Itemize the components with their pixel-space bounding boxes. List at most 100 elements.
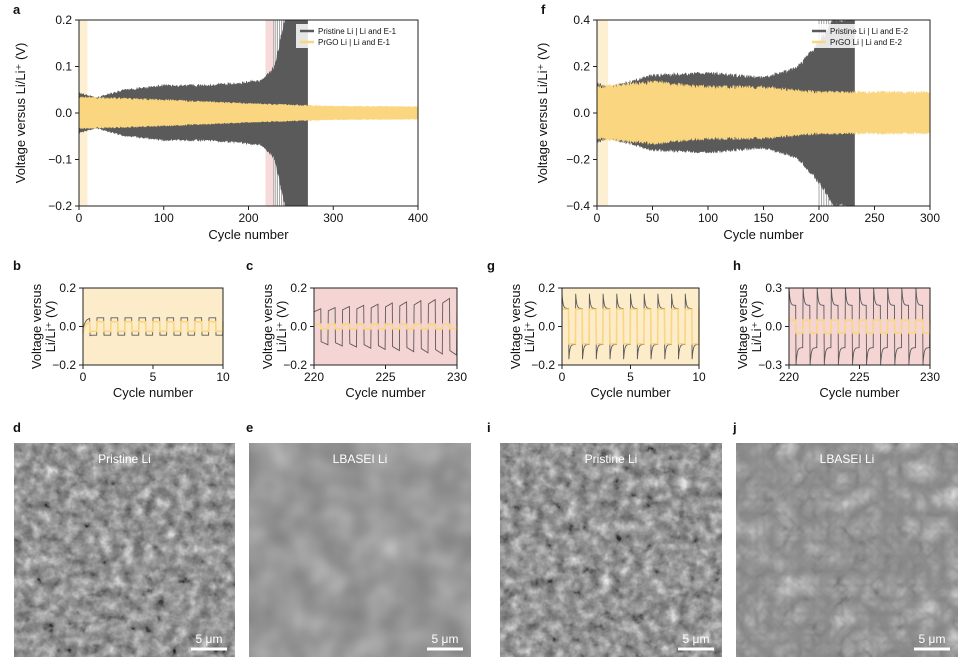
y-axis-label: Voltage versusLi/Li⁺ (V) [29,283,58,369]
y-tick-label: 0.2 [290,281,307,295]
x-tick-label: 50 [646,211,660,225]
x-tick-label: 0 [76,211,83,225]
chart-a: 0 100 200 300 400 −0.2 −0.1 0.0 0.1 0.2 Cycle numb… [13,13,428,242]
micrograph-j: LBASEI Li 5 μm [736,443,958,657]
micrograph-texture [736,443,958,657]
x-tick-label: 230 [447,370,467,384]
panel-label-e: e [246,420,253,435]
y-tick-label: 0.2 [59,281,76,295]
x-axis-label: Cycle number [723,227,804,242]
plot-area [82,317,224,337]
y-axis-label-line2: Li/Li⁺ (V) [43,301,58,353]
y-tick-label: −0.2 [48,199,72,213]
series-prgo-band [596,79,930,146]
panel-label-c: c [246,258,253,273]
x-tick-label: 400 [408,211,428,225]
y-axis-label-line1: Voltage versus [735,283,750,369]
x-axis-label: Cycle number [345,385,426,400]
panel-label-d: d [13,420,21,435]
series-prgo-line [314,323,458,330]
series-pristine-line [561,293,700,360]
plot-area [78,19,419,207]
y-axis-label: Voltage versusLi/Li⁺ (V) [260,283,289,369]
x-tick-label: 10 [216,370,230,384]
x-tick-label: 220 [779,370,799,384]
y-tick-label: 0.1 [55,60,72,74]
panel-label-g: g [487,258,495,273]
x-tick-label: 10 [692,370,706,384]
series-prgo-line [789,319,931,334]
micrograph-texture [249,443,471,657]
x-tick-label: 225 [849,370,869,384]
scale-bar-label: 5 μm [683,632,710,646]
micrographs-layer: Pristine Li 5 μm LBASEI Li 5 μm Pristine Li 5… [14,443,958,657]
panel-label-b: b [13,258,21,273]
chart-g: 0 5 10 −0.2 0.0 0.2 Cycle number Voltage versus… [508,281,706,400]
y-axis-label-line1: Voltage versus [508,283,523,369]
x-axis-label: Cycle number [113,385,194,400]
series-prgo-line [82,320,224,334]
scale-bar-label: 5 μm [432,632,459,646]
chart-c: 220 225 230 −0.2 0.0 0.2 Cycle number Voltage v… [260,281,467,400]
chart-b: 0 5 10 −0.2 0.0 0.2 Cycle number Voltage versus… [29,281,230,400]
micrograph-title: LBASEI Li [820,452,875,466]
y-axis-label-line2: Li/Li⁺ (V) [749,301,764,353]
y-axis-label-line1: Voltage versus [260,283,275,369]
micrograph-title: Pristine Li [98,452,151,466]
y-tick-label: 0.0 [59,320,76,334]
micrograph-texture [500,443,722,657]
micrograph-d: Pristine Li 5 μm [14,443,235,657]
x-axis-label: Cycle number [819,385,900,400]
y-tick-label: −0.4 [566,199,590,213]
panel-labels-layer: a b c d e f g h i j [13,2,741,435]
y-tick-label: 0.3 [765,281,782,295]
y-axis-label: Voltage versus Li/Li⁺ (V) [535,43,550,184]
legend-entry: PrGO Li | Li and E-1 [318,38,390,47]
legend-entry: Pristine Li | Li and E-2 [830,27,909,36]
x-tick-label: 220 [304,370,324,384]
micrograph-title: Pristine Li [585,452,638,466]
x-tick-label: 300 [920,211,940,225]
legend-entry: PrGO Li | Li and E-2 [830,38,902,47]
y-tick-label: −0.2 [531,358,555,372]
scale-bar-label: 5 μm [919,632,946,646]
x-tick-label: 100 [698,211,718,225]
x-tick-label: 200 [809,211,829,225]
x-tick-label: 150 [753,211,773,225]
y-tick-label: 0.0 [538,320,555,334]
chart-h: 220 225 230 −0.3 0.0 0.3 Cycle number Voltage v… [735,281,940,400]
y-tick-label: −0.1 [48,153,72,167]
x-tick-label: 250 [864,211,884,225]
micrograph-texture [14,443,235,657]
panel-label-h: h [733,258,741,273]
legend-box [296,24,414,48]
y-tick-label: 0.4 [573,13,590,27]
x-tick-label: 300 [323,211,343,225]
panel-label-j: j [732,420,737,435]
y-tick-label: −0.2 [52,358,76,372]
x-tick-label: 225 [375,370,395,384]
x-tick-label: 200 [238,211,258,225]
x-tick-label: 5 [150,370,157,384]
plot-area [561,293,700,360]
y-axis-label: Voltage versusLi/Li⁺ (V) [508,283,537,369]
legend: Pristine Li | Li and E-2 PrGO Li | Li and… [808,24,926,48]
plot-area [313,297,458,356]
x-tick-label: 0 [559,370,566,384]
chart-f: 0 50 100 150 200 250 300 −0.4 −0.2 0.0 0.2 0.4 Cycle… [535,13,940,242]
y-axis-label-line2: Li/Li⁺ (V) [274,301,289,353]
series-pristine-line [313,297,458,356]
y-tick-label: 0.0 [290,320,307,334]
x-tick-label: 230 [920,370,940,384]
legend-box [808,24,926,48]
legend-entry: Pristine Li | Li and E-1 [318,27,397,36]
series-prgo-line [562,308,700,345]
scale-bar-label: 5 μm [196,632,223,646]
x-axis-label: Cycle number [590,385,671,400]
panel-label-f: f [541,2,546,17]
y-tick-label: −0.3 [758,358,782,372]
x-tick-label: 100 [154,211,174,225]
y-axis-label: Voltage versus Li/Li⁺ (V) [13,43,28,184]
